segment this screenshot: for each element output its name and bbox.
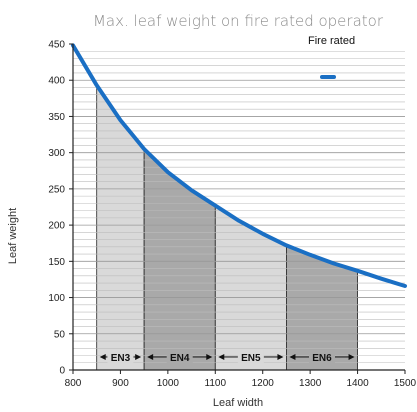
- legend: Fire rated: [308, 35, 355, 79]
- x-tick-label: 1400: [346, 378, 369, 389]
- zone-label-en3: EN3: [111, 353, 131, 364]
- zone-label-en4: EN4: [170, 353, 190, 364]
- zone-arrow-left-head: [218, 353, 225, 360]
- legend-label: Fire rated: [308, 35, 355, 47]
- y-tick-label: 250: [48, 184, 65, 195]
- x-tick-label: 1300: [299, 378, 322, 389]
- x-axis-label: Leaf width: [213, 397, 263, 409]
- ticks-layer: 800 900 1000 1100 1200 1300 1400 1500 0 50 100 150 2…: [48, 40, 416, 390]
- y-tick-label: 300: [48, 148, 65, 159]
- axes-layer: [72, 44, 405, 371]
- y-tick-label: 400: [48, 76, 65, 87]
- zones-layer: [96, 83, 358, 371]
- y-tick-label: 100: [48, 293, 65, 304]
- zone-area-en3: [96, 83, 145, 371]
- series-line-fire-rated: [71, 43, 407, 288]
- zone-arrow-right-head: [348, 353, 355, 360]
- y-tick-label: 150: [48, 257, 65, 268]
- grid-layer: [73, 50, 405, 364]
- zone-arrow-right-head: [277, 353, 284, 360]
- zone-label-bg: [107, 349, 134, 363]
- zone-area-en5: [214, 204, 287, 371]
- zone-arrow-right-head: [135, 353, 142, 360]
- series-layer: [71, 43, 407, 288]
- y-tick-label: 200: [48, 221, 65, 232]
- chart-title: Max. leaf weight on fire rated operator: [93, 12, 384, 30]
- y-tick-label: 450: [48, 40, 65, 51]
- zone-arrow-left-head: [289, 353, 296, 360]
- zone-label-en5: EN5: [241, 353, 261, 364]
- x-tick-label: 1200: [252, 378, 275, 389]
- x-tick-label: 900: [112, 378, 129, 389]
- x-tick-label: 1000: [157, 378, 180, 389]
- zone-label-bg: [237, 349, 264, 363]
- zone-label-en6: EN6: [312, 353, 332, 364]
- x-tick-label: 1100: [205, 378, 227, 389]
- y-tick-label: 0: [59, 366, 65, 377]
- zone-label-bg: [166, 349, 193, 363]
- x-tick-label: 1500: [394, 378, 417, 389]
- y-tick-label: 350: [48, 112, 65, 123]
- zone-label-bg: [309, 349, 335, 363]
- y-tick-label: 50: [54, 329, 66, 340]
- zone-arrow-left-head: [99, 353, 106, 360]
- zone-labels-layer: EN3 EN4 EN5 EN6: [99, 349, 355, 364]
- zone-arrow-right-head: [206, 353, 213, 360]
- zone-arrow-left-head: [147, 353, 154, 360]
- x-tick-label: 800: [65, 378, 82, 389]
- y-axis-label: Leaf weight: [7, 208, 19, 264]
